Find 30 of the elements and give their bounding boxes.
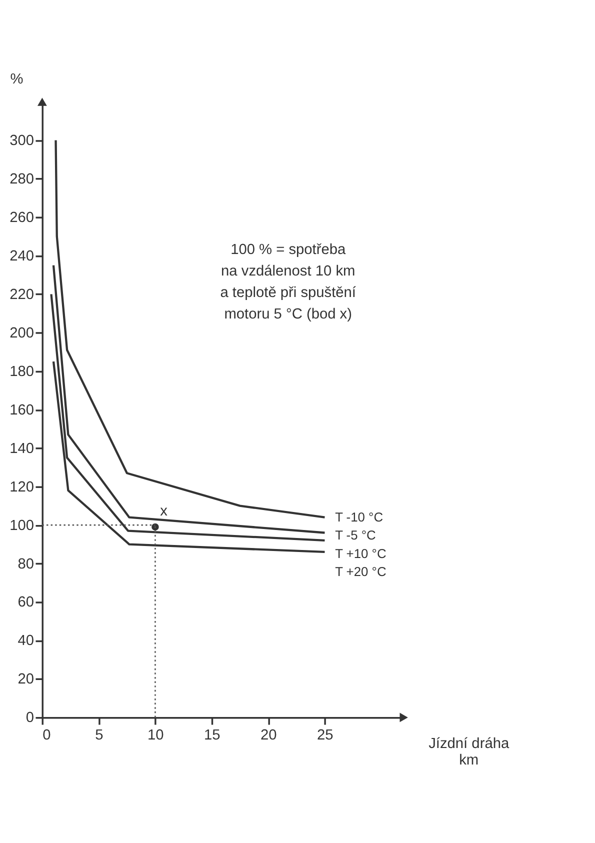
y-tick-label: 140 — [10, 440, 34, 457]
x-tick-label: 10 — [148, 727, 164, 744]
y-axis-title: % — [10, 71, 24, 88]
y-tick-label: 60 — [18, 594, 34, 611]
x-tick-label: 20 — [260, 727, 277, 744]
y-tick-label: 100 — [10, 518, 34, 534]
y-tick-label: 80 — [18, 556, 34, 572]
y-tick-label: 220 — [10, 286, 34, 303]
y-tick-label: 20 — [18, 672, 34, 688]
y-tick-label: 180 — [10, 364, 34, 380]
annotation: x — [160, 504, 168, 520]
y-tick-label: 120 — [10, 479, 34, 496]
x-tick-label: 0 — [42, 727, 51, 744]
x-tick-label: 5 — [95, 727, 104, 744]
y-tick-label: 260 — [10, 210, 34, 226]
x-tick-label: 25 — [317, 727, 334, 744]
y-tick-label: 240 — [10, 248, 34, 264]
y-tick-label: 280 — [10, 171, 34, 188]
x-tick-label: 15 — [204, 727, 220, 744]
x-axis-title: Jízdní dráha km — [428, 736, 510, 768]
series-label: T -10 °C — [335, 510, 384, 525]
series-label: T +10 °C — [335, 546, 386, 561]
series-label: T +20 °C — [335, 564, 386, 579]
y-tick-label: 40 — [18, 633, 34, 650]
y-tick-label: 200 — [10, 325, 34, 342]
y-tick-label: 300 — [10, 132, 34, 149]
series-label: T -5 °C — [335, 528, 376, 543]
y-tick-label: 160 — [10, 402, 34, 418]
y-tick-label: 0 — [26, 710, 34, 726]
annotation: 100 % = spotřeba na vzdálenost 10 km a teplotě při spuštění motoru 5 °C (bod x) — [220, 242, 356, 322]
